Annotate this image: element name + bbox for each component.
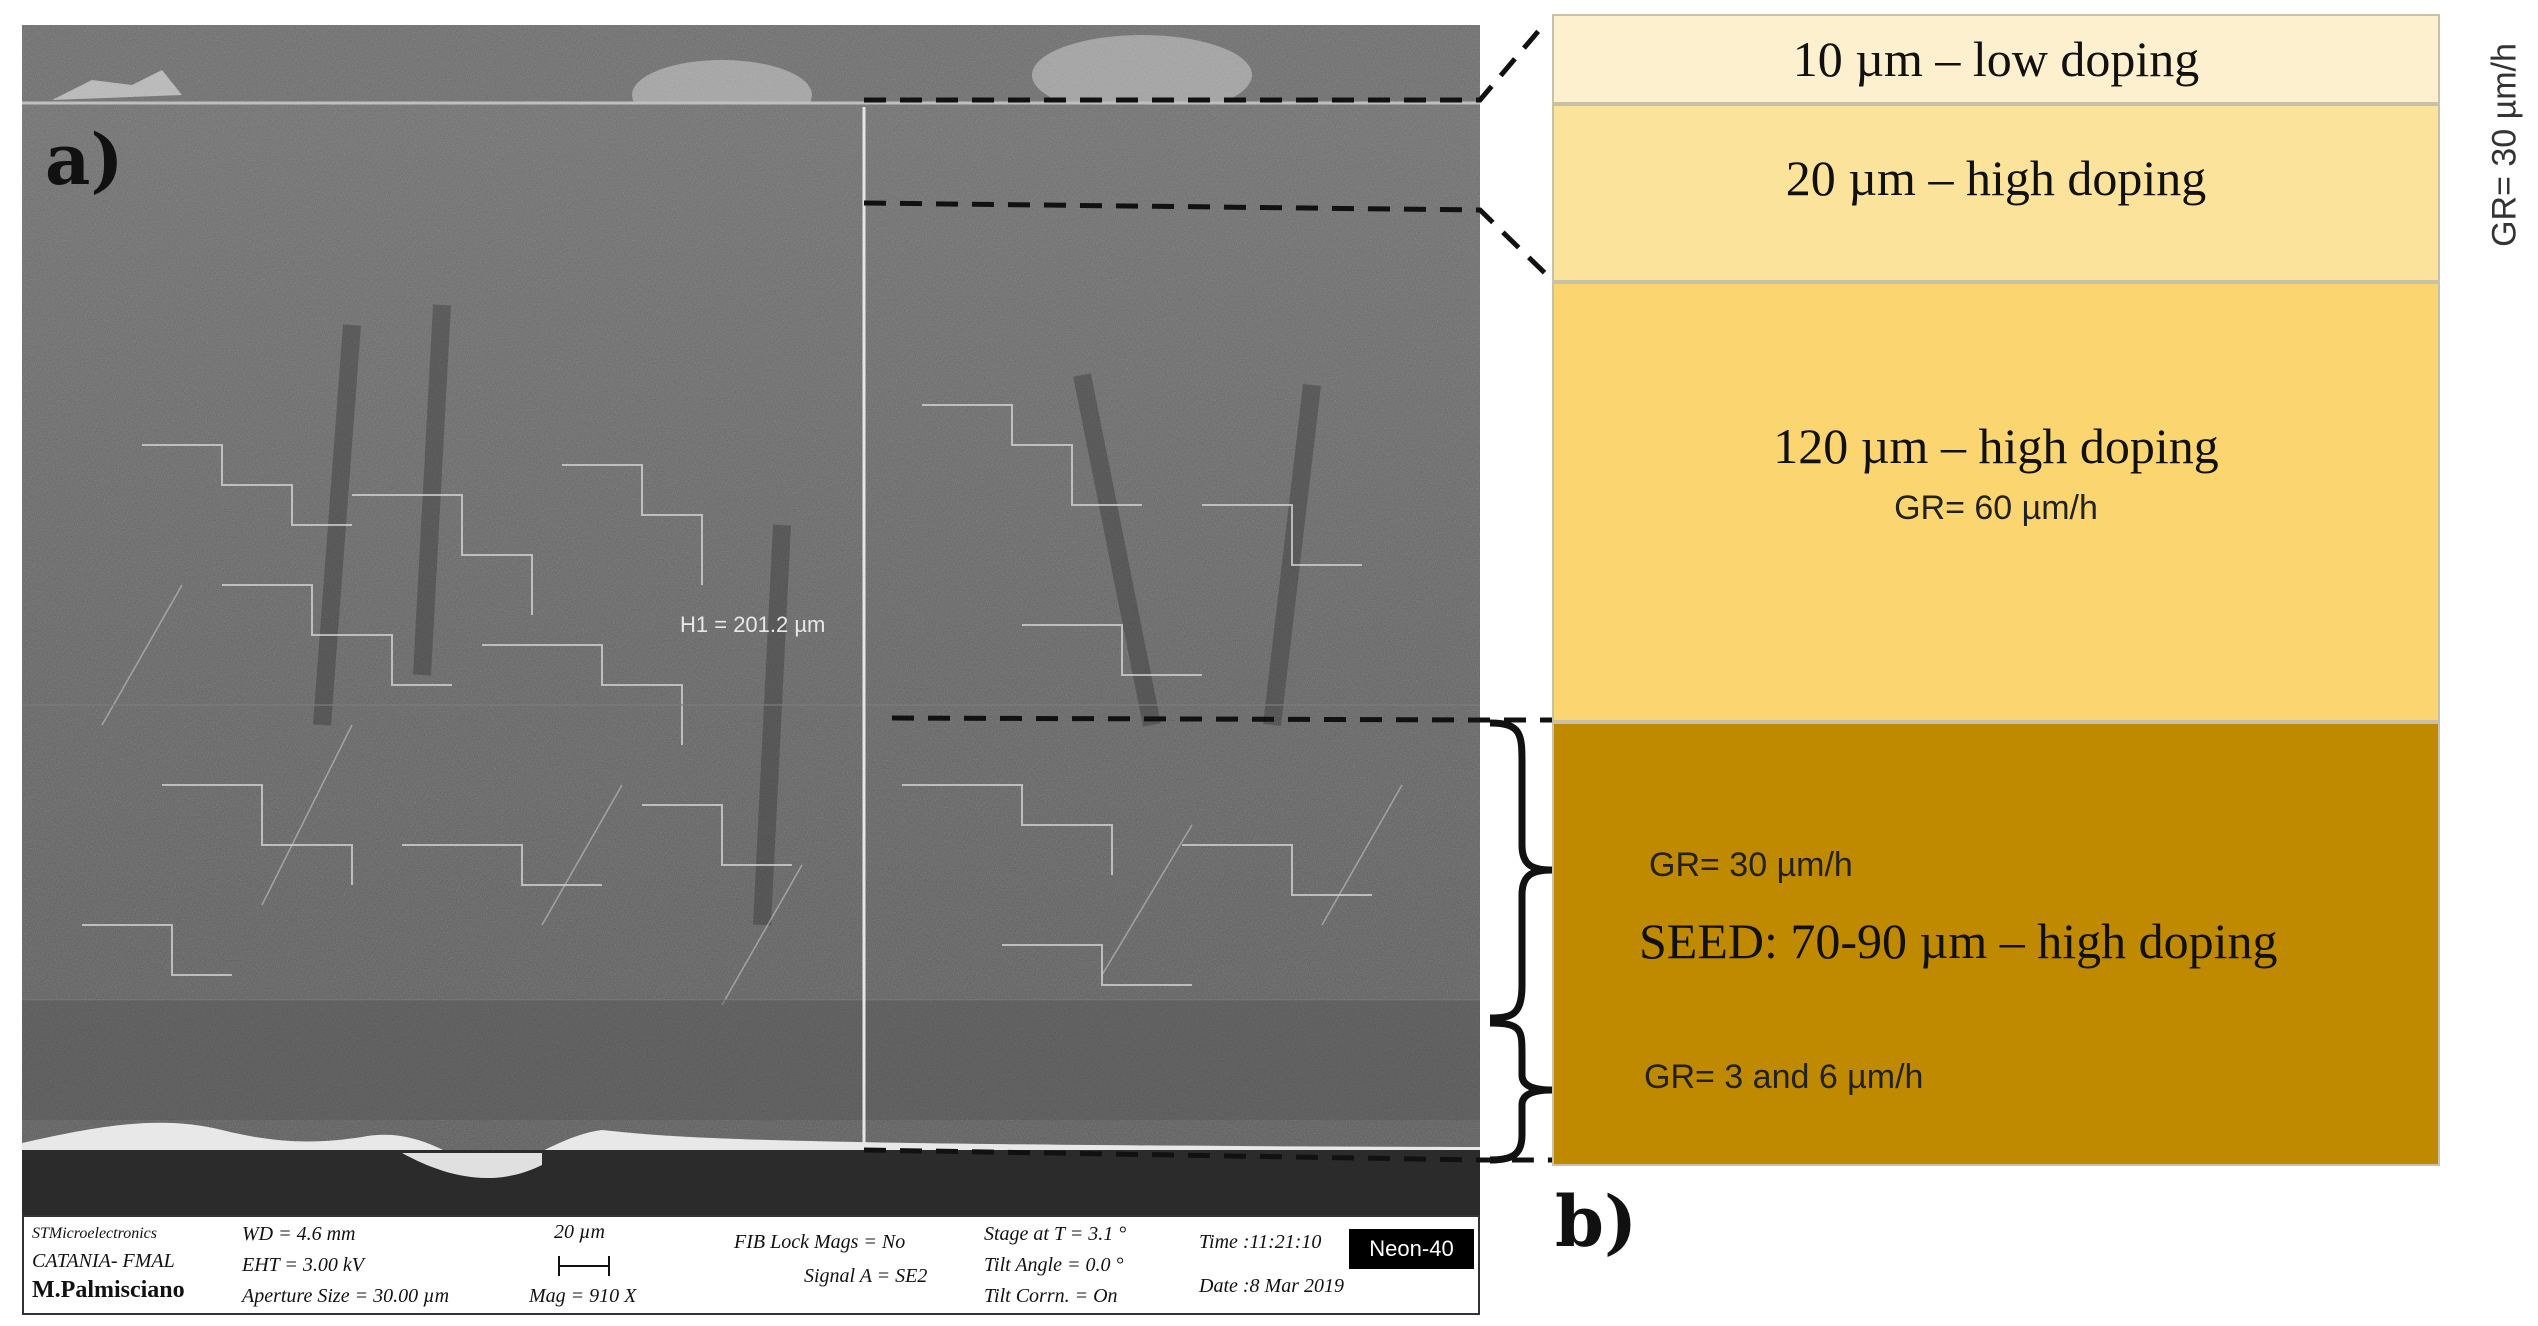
- time-text: Time :11:21:10: [1199, 1231, 1322, 1253]
- scale-bar: [558, 1256, 610, 1276]
- layer-120um-high-doping: 120 µm – high doping GR= 60 µm/h: [1552, 282, 2440, 722]
- company-text: STMicroelectronics: [32, 1225, 158, 1242]
- gr-30-top-label: GR= 30 µm/h: [2485, 43, 2524, 247]
- date-text: Date :8 Mar 2019: [1199, 1275, 1344, 1297]
- dash-top-surface: [864, 25, 1547, 103]
- dash-bottom-boundary: [863, 1147, 1552, 1163]
- layer-10um-label: 10 µm – low doping: [1792, 31, 2200, 87]
- layer-120um-label: 120 µm – high doping: [1773, 417, 2219, 474]
- brace-upper: [1489, 719, 1553, 1022]
- dash-seed-boundary: [891, 715, 1552, 723]
- layer-seed-label: SEED: 70-90 µm – high doping: [1639, 913, 2278, 969]
- tilt-corrn-text: Tilt Corrn. = On: [984, 1285, 1118, 1307]
- instrument-badge: Neon-40: [1349, 1229, 1474, 1269]
- layer-20um-high-doping: 20 µm – high doping: [1552, 104, 2440, 282]
- stage-text: Stage at T = 3.1 °: [984, 1223, 1127, 1245]
- aperture-text: Aperture Size = 30.00 µm: [242, 1285, 450, 1307]
- brace-lower: [1489, 1019, 1553, 1164]
- layer-seed: GR= 30 µm/h SEED: 70-90 µm – high doping…: [1552, 722, 2440, 1166]
- signal-text: Signal A = SE2: [804, 1265, 928, 1287]
- sem-micrograph: [22, 25, 1480, 1215]
- operator-text: M.Palmisciano: [32, 1277, 185, 1303]
- thickness-measurement-label: H1 = 201.2 µm: [680, 612, 826, 637]
- tilt-angle-text: Tilt Angle = 0.0 °: [984, 1254, 1124, 1276]
- lab-text: CATANIA- FMAL: [32, 1250, 175, 1272]
- mag-text: Mag = 910 X: [529, 1285, 637, 1307]
- gr-60-label: GR= 60 µm/h: [1894, 488, 2098, 527]
- layer-10um-low-doping: 10 µm – low doping: [1552, 14, 2440, 104]
- panel-a-label: a): [45, 118, 124, 201]
- sem-image-panel: [22, 25, 1554, 1315]
- gr-30-seed-label: GR= 30 µm/h: [1649, 846, 1853, 884]
- sem-info-bar: STMicroelectronics CATANIA- FMAL M.Palmi…: [22, 1215, 1480, 1315]
- layer-20um-label: 20 µm – high doping: [1785, 150, 2207, 206]
- panel-b-label: b): [1555, 1180, 1638, 1263]
- fib-lock-text: FIB Lock Mags = No: [734, 1231, 906, 1253]
- dash-20um-boundary: [863, 200, 1554, 282]
- eht-text: EHT = 3.00 kV: [242, 1254, 365, 1276]
- scale-bar-label: 20 µm: [554, 1221, 605, 1243]
- wd-text: WD = 4.6 mm: [242, 1223, 356, 1245]
- gr-3-6-label: GR= 3 and 6 µm/h: [1644, 1058, 1924, 1096]
